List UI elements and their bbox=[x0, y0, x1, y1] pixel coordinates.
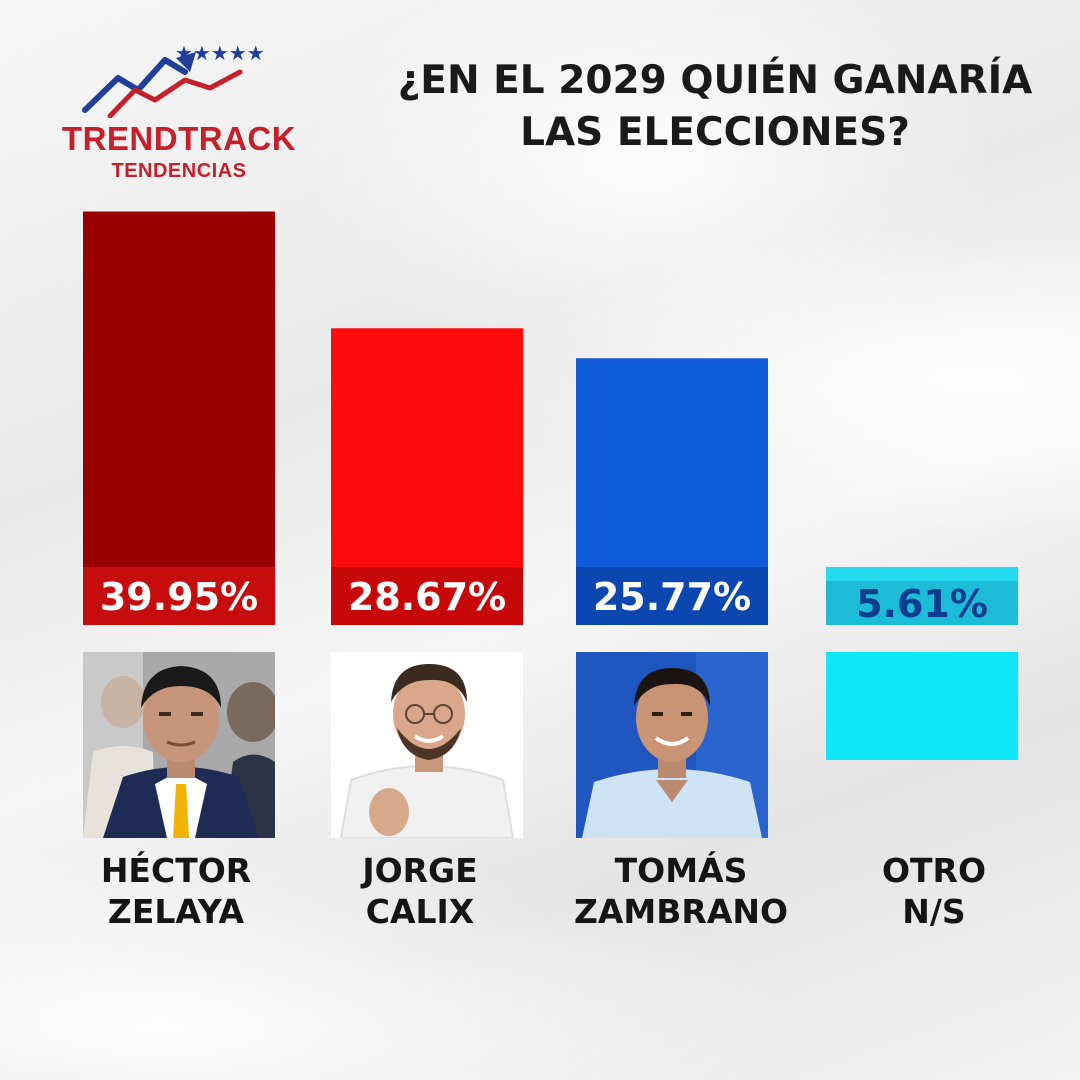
value-band-1 bbox=[331, 567, 523, 625]
brand-name: TRENDTRACK bbox=[61, 120, 297, 157]
candidate-name-hector-zelaya: HÉCTOR ZELAYA bbox=[56, 850, 296, 932]
bar-0 bbox=[83, 211, 275, 625]
value-band-3 bbox=[826, 580, 1018, 625]
value-label-2: 25.77% bbox=[593, 575, 751, 619]
trend-arrow-icon: ★★★★★ bbox=[82, 41, 265, 118]
candidate-name-line: CALIX bbox=[365, 892, 475, 931]
chart-title: ¿EN EL 2029 QUIÉN GANARÍA LAS ELECCIONES… bbox=[370, 55, 1060, 159]
portrait-hector-zelaya bbox=[83, 652, 275, 838]
candidate-name-line: OTRO bbox=[881, 851, 987, 890]
title-line-2: LAS ELECCIONES? bbox=[520, 110, 910, 155]
value-label-1: 28.67% bbox=[348, 575, 506, 619]
value-label-0: 39.95% bbox=[100, 575, 258, 619]
portrait-jorge-calix bbox=[331, 652, 523, 838]
candidate-name-otro: OTRO N/S bbox=[814, 850, 1054, 932]
title-line-1: ¿EN EL 2029 QUIÉN GANARÍA bbox=[397, 58, 1033, 103]
portrait-tomas-zambrano bbox=[576, 652, 768, 838]
candidate-name-jorge-calix: JORGE CALIX bbox=[300, 850, 540, 932]
swatch-otro bbox=[826, 652, 1018, 760]
candidate-name-line: TOMÁS bbox=[614, 851, 748, 890]
candidate-name-line: JORGE bbox=[362, 851, 478, 890]
candidate-name-line: HÉCTOR bbox=[100, 851, 252, 890]
value-band-0 bbox=[83, 567, 275, 625]
trendtrack-logo: ★★★★★ TRENDTRACK TENDENCIAS bbox=[48, 38, 310, 188]
value-label-3: 5.61% bbox=[856, 582, 988, 626]
candidate-name-line: N/S bbox=[902, 892, 966, 931]
candidate-name-line: ZAMBRANO bbox=[573, 892, 789, 931]
bar-chart: 39.95% 28.67% 25.77% 5.61% bbox=[83, 211, 1018, 626]
candidate-name-tomas-zambrano: TOMÁS ZAMBRANO bbox=[561, 850, 801, 932]
candidate-name-line: ZELAYA bbox=[107, 892, 245, 931]
value-band-2 bbox=[576, 567, 768, 625]
brand-subtitle: TENDENCIAS bbox=[111, 160, 247, 182]
